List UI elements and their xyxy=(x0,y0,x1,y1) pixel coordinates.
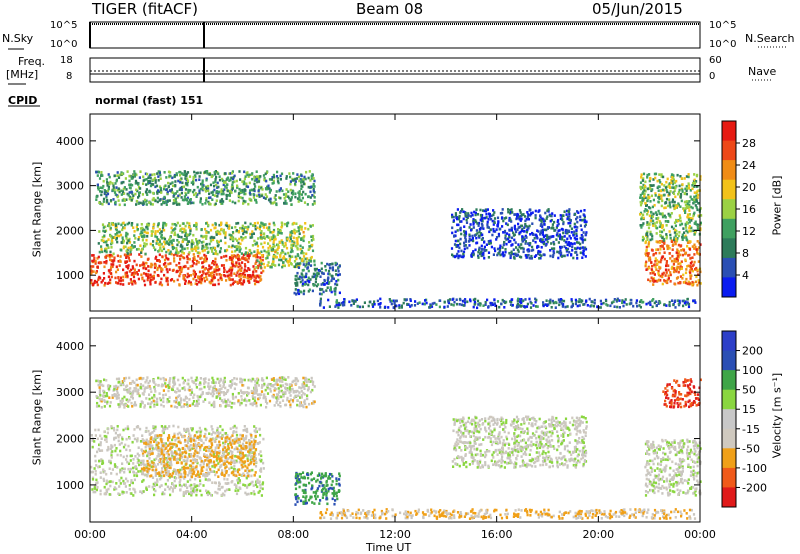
freq-nave-panel xyxy=(89,57,701,83)
date-label: 05/Jun/2015 xyxy=(592,0,683,18)
colorbar-segment xyxy=(722,199,736,220)
echo-region xyxy=(293,261,341,296)
cpid-label: CPID xyxy=(8,94,38,107)
radar-title: TIGER (fitACF) xyxy=(92,0,199,18)
colorbar-tick-label: -100 xyxy=(742,462,767,475)
ytick-label: 1000 xyxy=(56,479,84,492)
nsearch-label: N.Search xyxy=(745,32,795,45)
colorbar-segment xyxy=(722,179,736,200)
xtick-label: 00:00 xyxy=(74,528,106,541)
xtick-label: 12:00 xyxy=(379,528,411,541)
colorbar-tick-label: 8 xyxy=(742,247,749,260)
echo-region xyxy=(639,172,703,242)
ytick-label: 1000 xyxy=(56,269,84,282)
colorbar-tick-label: 16 xyxy=(742,203,756,216)
echo-region xyxy=(294,471,341,506)
colorbar-tick-label: 24 xyxy=(742,159,756,172)
colorbar-tick-label: 28 xyxy=(742,137,756,150)
echo-region xyxy=(97,221,257,256)
ytick-label: 4000 xyxy=(56,340,84,353)
echo-region xyxy=(319,297,697,310)
xtick-label: 16:00 xyxy=(481,528,513,541)
velocity-ylabel: Slant Range [km] xyxy=(30,369,44,466)
velocity-panel: 1000 2000 3000 4000 00:00 04:00 08:00 12:00 16:… xyxy=(56,114,716,541)
colorbar-segment xyxy=(722,257,736,278)
noise-panel xyxy=(89,21,701,49)
colorbar-segment xyxy=(722,487,736,508)
power-panel-bg xyxy=(90,114,700,311)
echo-region xyxy=(140,434,258,479)
echo-region xyxy=(319,508,697,520)
colorbar-tick-label: 50 xyxy=(742,384,756,397)
cpid-value: normal (fast) 151 xyxy=(95,94,204,107)
echo-region xyxy=(644,438,702,497)
ytick-label: 4000 xyxy=(56,135,84,148)
colorbar-segment xyxy=(722,370,736,391)
nsky-label: N.Sky xyxy=(2,32,34,45)
nave-label: Nave xyxy=(748,65,777,78)
echo-region xyxy=(662,378,702,409)
colorbar-tick-label: 200 xyxy=(742,345,763,358)
colorbar-segment xyxy=(722,218,736,239)
colorbar-segment xyxy=(722,140,736,161)
echo-region xyxy=(90,252,265,287)
freq-label-2: [MHz] xyxy=(6,68,39,81)
colorbar-segment xyxy=(722,238,736,259)
echo-region xyxy=(95,170,316,207)
ytick-label: 3000 xyxy=(56,386,84,399)
colorbar-segment xyxy=(722,277,736,298)
colorbar-tick-label: -15 xyxy=(742,423,760,436)
colorbar-segment xyxy=(722,160,736,181)
power-colorbar: 28 24 20 16 12 8 4 xyxy=(721,120,756,298)
colorbar-segment xyxy=(722,121,736,142)
echo-region xyxy=(255,221,316,269)
freq-tick-bottom: 8 xyxy=(66,71,73,82)
colorbar-tick-label: 100 xyxy=(742,364,763,377)
colorbar-tick-label: 12 xyxy=(742,225,756,238)
colorbar-segment xyxy=(722,448,736,469)
power-panel: 1000 2000 3000 4000 xyxy=(56,113,703,312)
colorbar-segment xyxy=(722,467,736,488)
colorbar-tick-label: 20 xyxy=(742,181,756,194)
nave-tick-top: 60 xyxy=(709,55,722,66)
echo-region xyxy=(95,376,316,409)
velocity-colorbar-label: Velocity [m s⁻¹] xyxy=(770,372,784,459)
colorbar-tick-label: 4 xyxy=(742,269,749,282)
freq-tick-top: 18 xyxy=(60,55,73,66)
time-xlabel: Time UT xyxy=(366,541,412,554)
colorbar-segment xyxy=(722,350,736,371)
beam-label: Beam 08 xyxy=(356,0,424,18)
noise-tick-left-top: 10^5 xyxy=(50,20,78,31)
power-colorbar-label: Power [dB] xyxy=(770,175,784,236)
colorbar-tick-label: 15 xyxy=(742,403,756,416)
nave-tick-bottom: 0 xyxy=(709,71,716,82)
power-ylabel: Slant Range [km] xyxy=(30,161,44,258)
echo-region xyxy=(451,415,588,469)
velocity-colorbar: 200 100 50 15 -15 -50 -100 -200 xyxy=(721,330,767,508)
noise-tick-right-top: 10^5 xyxy=(709,20,737,31)
xtick-label: 20:00 xyxy=(582,528,614,541)
ytick-label: 2000 xyxy=(56,224,84,237)
velocity-panel-bg xyxy=(90,318,700,522)
colorbar-segment xyxy=(722,409,736,430)
colorbar-segment xyxy=(722,428,736,449)
xtick-label: 08:00 xyxy=(277,528,309,541)
colorbar-segment xyxy=(722,331,736,352)
ytick-label: 3000 xyxy=(56,180,84,193)
xtick-label: 04:00 xyxy=(176,528,208,541)
xtick-label: 00:00 xyxy=(684,528,716,541)
colorbar-tick-label: -200 xyxy=(742,481,767,494)
ytick-label: 2000 xyxy=(56,433,84,446)
freq-label-1: Freq. xyxy=(18,55,46,68)
colorbar-segment xyxy=(722,389,736,410)
noise-tick-left-bottom: 10^0 xyxy=(50,39,78,50)
echo-region xyxy=(450,208,588,260)
colorbar-tick-label: -50 xyxy=(742,442,760,455)
noise-tick-right-bottom: 10^0 xyxy=(709,39,737,50)
